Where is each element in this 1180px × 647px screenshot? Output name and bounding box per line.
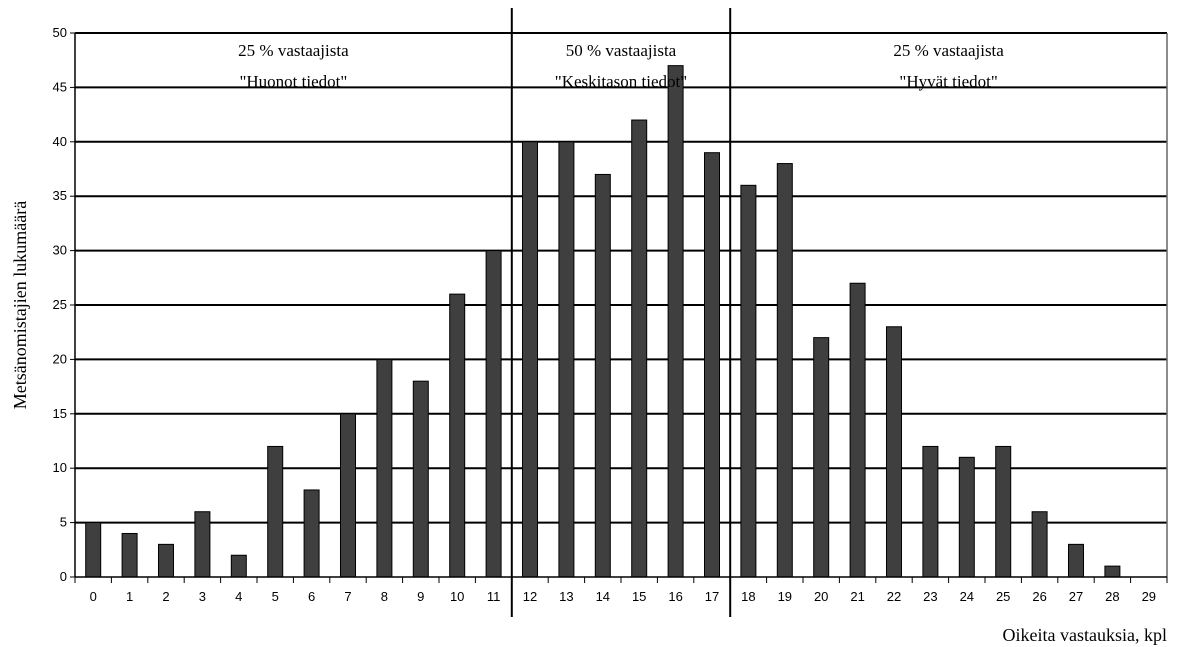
x-tick-label: 7 — [344, 589, 351, 604]
annotations: 25 % vastaajista "Huonot tiedot" 50 % vast… — [238, 8, 1004, 617]
group-annotation-line2: "Hyvät tiedot" — [899, 72, 997, 91]
bar — [1104, 565, 1121, 578]
bar — [85, 522, 102, 578]
bar — [886, 326, 902, 578]
x-tick-label: 18 — [741, 589, 755, 604]
bar — [376, 358, 393, 578]
x-tick-label: 1 — [126, 589, 133, 604]
bars — [85, 65, 1121, 578]
group-annotation-line1: 50 % vastaajista — [566, 41, 677, 60]
bar — [230, 554, 247, 578]
bar — [849, 282, 866, 578]
y-tick-label: 20 — [53, 351, 67, 366]
x-tick-label: 8 — [381, 589, 388, 604]
x-tick-label: 9 — [417, 589, 424, 604]
group-annotation-line1: 25 % vastaajista — [238, 41, 349, 60]
x-tick-label: 27 — [1069, 589, 1083, 604]
x-tick-label: 15 — [632, 589, 646, 604]
x-tick-label: 17 — [705, 589, 719, 604]
y-tick-label: 0 — [60, 569, 67, 584]
x-tick-label: 14 — [596, 589, 610, 604]
x-tick-label: 11 — [487, 589, 501, 604]
x-tick-label: 10 — [450, 589, 464, 604]
y-tick-label: 40 — [53, 134, 67, 149]
y-tick-label: 30 — [53, 243, 67, 258]
bar — [449, 293, 466, 578]
x-tick-label: 16 — [668, 589, 682, 604]
y-tick-label: 35 — [53, 188, 67, 203]
bar — [704, 152, 720, 578]
bar — [740, 184, 757, 578]
bar — [267, 445, 284, 578]
x-tick-label: 12 — [523, 589, 537, 604]
bar — [776, 163, 793, 578]
x-tick-label: 24 — [960, 589, 974, 604]
y-tick-label: 5 — [60, 515, 67, 530]
bar — [485, 250, 502, 578]
bar — [1068, 543, 1084, 578]
bar — [340, 413, 356, 578]
bar — [958, 456, 975, 578]
y-tick-label: 10 — [53, 460, 67, 475]
bar — [594, 173, 611, 578]
gridlines — [75, 32, 1168, 577]
bar — [995, 445, 1012, 578]
x-tick-label: 21 — [850, 589, 864, 604]
bar — [667, 65, 684, 578]
x-axis-label: Oikeita vastauksia, kpl — [1003, 625, 1167, 645]
y-tick-label: 15 — [53, 406, 67, 421]
group-annotation-line1: 25 % vastaajista — [893, 41, 1004, 60]
x-tick-label: 0 — [90, 589, 97, 604]
y-tick-label: 50 — [53, 25, 67, 40]
x-tick-label: 4 — [235, 589, 242, 604]
x-tick-label: 25 — [996, 589, 1010, 604]
bar — [1031, 511, 1048, 578]
bar — [922, 445, 939, 578]
group-annotation-line2: "Huonot tiedot" — [239, 72, 347, 91]
x-tick-label: 3 — [199, 589, 206, 604]
x-tick-label: 26 — [1032, 589, 1046, 604]
x-tick-label: 13 — [559, 589, 573, 604]
y-axis-label: Metsänomistajien lukumäärä — [10, 201, 30, 409]
bar — [158, 543, 174, 578]
x-tick-label: 28 — [1105, 589, 1119, 604]
bar — [412, 380, 429, 578]
bar — [121, 532, 138, 578]
x-tick-label: 23 — [923, 589, 937, 604]
x-tick-label: 2 — [162, 589, 169, 604]
group-annotation-line2: "Keskitason tiedot" — [555, 72, 687, 91]
x-tick-label: 22 — [887, 589, 901, 604]
bar — [303, 489, 320, 578]
x-tick-label: 19 — [778, 589, 792, 604]
x-tick-label: 6 — [308, 589, 315, 604]
x-tick-label: 20 — [814, 589, 828, 604]
bar — [558, 141, 575, 578]
bar — [522, 141, 538, 578]
y-tick-label: 25 — [53, 297, 67, 312]
y-tick-label: 45 — [53, 79, 67, 94]
bar — [194, 511, 211, 578]
x-tick-label: 29 — [1142, 589, 1156, 604]
bar — [813, 337, 830, 578]
x-tick-label: 5 — [272, 589, 279, 604]
bar — [631, 119, 648, 578]
